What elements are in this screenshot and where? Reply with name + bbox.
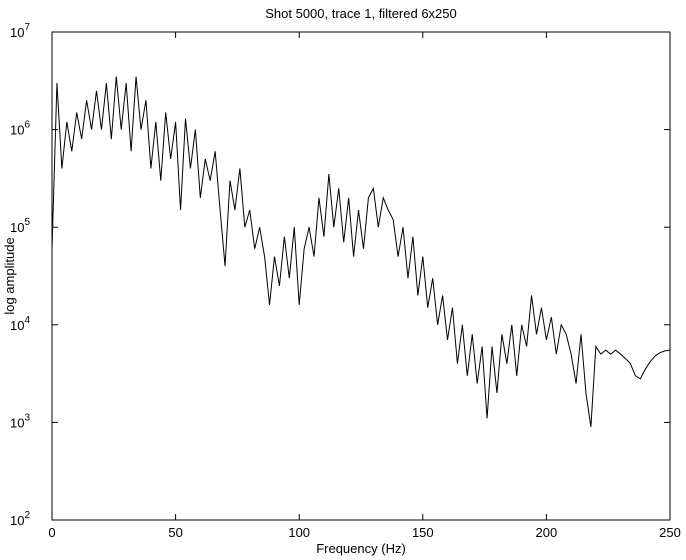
y-tick-label: 105 (10, 217, 30, 235)
y-tick-exponent: 2 (24, 510, 30, 521)
x-axis-label: Frequency (Hz) (316, 541, 406, 556)
x-tick-label: 50 (168, 525, 182, 540)
x-tick-label: 200 (536, 525, 558, 540)
y-tick-label: 102 (10, 510, 30, 528)
y-tick-label: 103 (10, 412, 30, 430)
y-tick-exponent: 7 (24, 22, 30, 33)
chart-title: Shot 5000, trace 1, filtered 6x250 (265, 6, 457, 21)
y-tick-base: 10 (10, 25, 24, 40)
x-tick-label: 100 (288, 525, 310, 540)
y-tick-base: 10 (10, 513, 24, 528)
y-tick-exponent: 6 (24, 120, 30, 131)
y-tick-exponent: 4 (24, 315, 30, 326)
data-line (51, 76, 671, 427)
y-tick-base: 10 (10, 123, 24, 138)
plot-frame (51, 31, 671, 521)
y-tick-exponent: 3 (24, 412, 30, 423)
y-axis-label: log amplitude (2, 237, 17, 314)
x-tick-label: 250 (659, 525, 681, 540)
y-tick-label: 107 (10, 22, 30, 40)
y-tick-exponent: 5 (24, 217, 30, 228)
y-tick-base: 10 (10, 220, 24, 235)
y-tick-base: 10 (10, 415, 24, 430)
x-tick-label: 150 (412, 525, 434, 540)
y-tick-base: 10 (10, 318, 24, 333)
y-tick-label: 106 (10, 120, 30, 138)
y-tick-label: 104 (10, 315, 30, 333)
x-tick-label: 0 (48, 525, 55, 540)
